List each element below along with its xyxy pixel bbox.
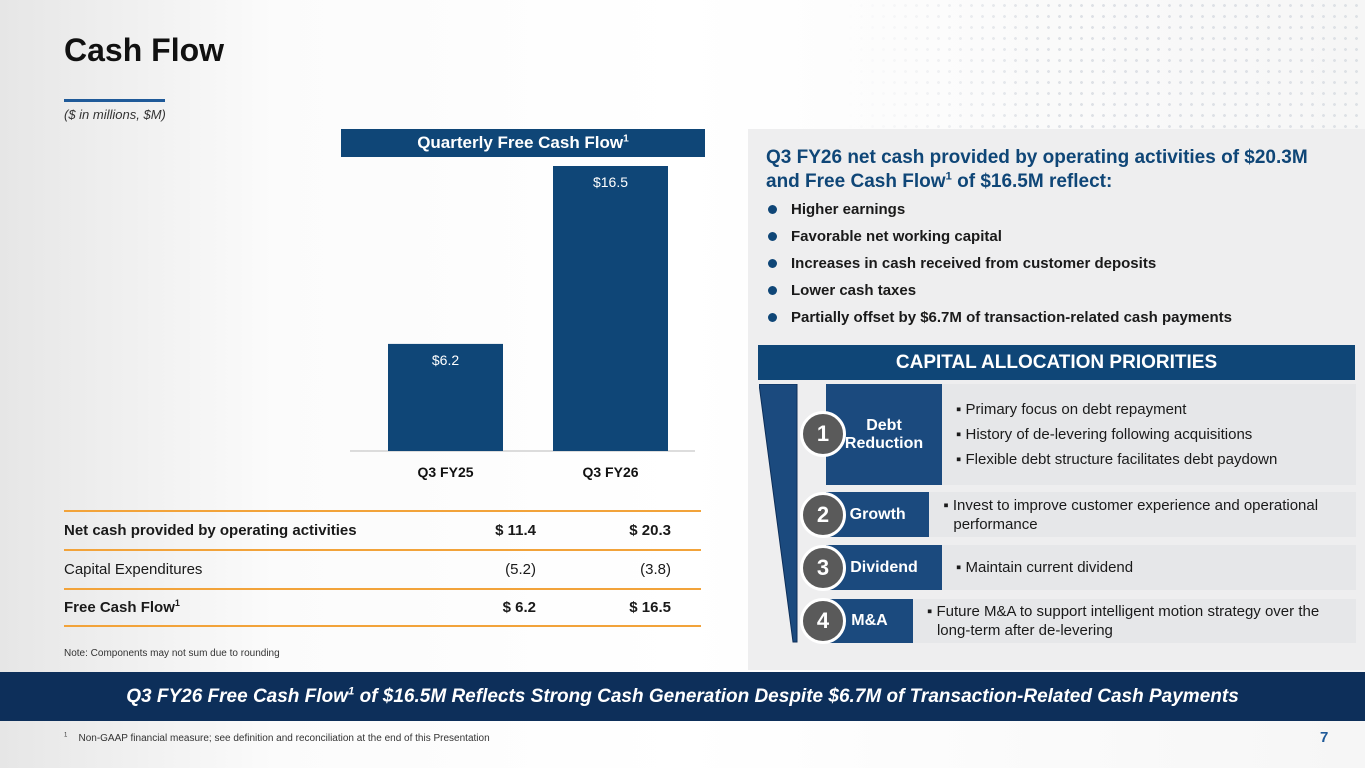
priority-label: Debt Reduction bbox=[826, 384, 942, 485]
dot-pattern bbox=[845, 0, 1365, 150]
priority-debt-reduction: Debt Reduction ▪ Primary focus on debt re… bbox=[826, 384, 1356, 485]
chart-header-text: Quarterly Free Cash Flow bbox=[417, 133, 624, 152]
priority-label: Growth bbox=[826, 492, 930, 537]
commentary-heading: Q3 FY26 net cash provided by operating a… bbox=[766, 146, 1361, 194]
summary-banner: Q3 FY26 Free Cash Flow1 of $16.5M Reflec… bbox=[0, 672, 1365, 721]
priority-number-2: 2 bbox=[800, 492, 846, 538]
priority-point: ▪ Invest to improve customer experience … bbox=[943, 496, 1319, 533]
value-q3fy25: $ 11.4 bbox=[495, 522, 536, 539]
priority-number-3: 3 bbox=[800, 545, 846, 591]
category-label: Q3 FY25 bbox=[417, 464, 473, 480]
bullet-icon bbox=[768, 286, 777, 295]
value-q3fy26: $ 20.3 bbox=[629, 522, 671, 539]
value-q3fy25: (5.2) bbox=[505, 561, 536, 578]
heading-line-2-end: of $16.5M reflect: bbox=[951, 171, 1113, 192]
priority-wedge bbox=[759, 384, 798, 643]
footnote-marker: 1 bbox=[623, 133, 629, 145]
footnote-marker: 1 bbox=[174, 598, 180, 608]
bullet-text: Increases in cash received from customer… bbox=[791, 255, 1157, 272]
priority-growth: Growth ▪ Invest to improve customer exper… bbox=[826, 492, 1356, 537]
bar-value-label: $6.2 bbox=[432, 352, 459, 368]
row-label: Capital Expenditures bbox=[64, 561, 203, 578]
bullet-text: Higher earnings bbox=[791, 201, 906, 218]
footnote-text: Non-GAAP financial measure; see definiti… bbox=[78, 733, 490, 744]
bullet-item: Lower cash taxes bbox=[768, 277, 1232, 304]
priority-number-1: 1 bbox=[800, 411, 846, 457]
value-q3fy25: $ 6.2 bbox=[502, 599, 536, 616]
footnote-marker: 1 bbox=[347, 685, 355, 698]
table-row: Net cash provided by operating activitie… bbox=[64, 510, 701, 549]
bullet-item: Partially offset by $6.7M of transaction… bbox=[768, 304, 1232, 331]
footnote-marker: 1 bbox=[945, 170, 952, 183]
bullet-icon bbox=[768, 259, 777, 268]
bullet-item: Favorable net working capital bbox=[768, 223, 1232, 250]
table-row: Free Cash Flow1 $ 6.2 $ 16.5 bbox=[64, 588, 701, 627]
row-label: Net cash provided by operating activitie… bbox=[64, 522, 357, 539]
footnote: 1 Non-GAAP financial measure; see defini… bbox=[64, 733, 490, 744]
heading-line-2: and Free Cash Flow bbox=[766, 171, 946, 192]
units-subtitle: ($ in millions, $M) bbox=[64, 107, 166, 122]
table-row: Capital Expenditures (5.2) (3.8) bbox=[64, 549, 701, 588]
priority-m-and-a: M&A ▪ Future M&A to support intelligent m… bbox=[826, 599, 1356, 643]
value-q3fy26: (3.8) bbox=[640, 561, 671, 578]
bullet-icon bbox=[768, 313, 777, 322]
bar-0 bbox=[388, 343, 503, 451]
row-label-text: Free Cash Flow bbox=[64, 599, 175, 616]
bullet-item: Higher earnings bbox=[768, 196, 1232, 223]
category-label: Q3 FY26 bbox=[582, 464, 638, 480]
priority-point: ▪ Maintain current dividend bbox=[956, 559, 1134, 576]
bullet-icon bbox=[768, 205, 777, 214]
bullet-icon bbox=[768, 232, 777, 241]
bar-value-label: $16.5 bbox=[593, 174, 628, 190]
priority-number-4: 4 bbox=[800, 598, 846, 644]
value-q3fy26: $ 16.5 bbox=[629, 599, 671, 616]
bullet-text: Favorable net working capital bbox=[791, 228, 1002, 245]
page-title: Cash Flow bbox=[64, 32, 225, 68]
driver-bullets: Higher earnings Favorable net working ca… bbox=[768, 196, 1232, 331]
priority-point: ▪ Flexible debt structure facilitates de… bbox=[956, 451, 1278, 468]
cash-flow-table: Net cash provided by operating activitie… bbox=[64, 510, 701, 627]
priority-point: ▪ Primary focus on debt repayment bbox=[956, 401, 1187, 418]
free-cash-flow-chart: $6.2 Q3 FY25 $16.5 Q3 FY26 bbox=[350, 166, 695, 480]
bar-1 bbox=[553, 166, 668, 451]
footnote-marker: 1 bbox=[64, 732, 68, 739]
page-number: 7 bbox=[1320, 729, 1329, 746]
title-underline bbox=[64, 99, 165, 102]
banner-text-end: of $16.5M Reflects Strong Cash Generatio… bbox=[354, 686, 1239, 707]
priority-dividend: Dividend ▪ Maintain current dividend bbox=[826, 545, 1356, 590]
banner-text: Q3 FY26 Free Cash Flow bbox=[126, 686, 348, 707]
priority-point: ▪ History of de-levering following acqui… bbox=[956, 426, 1253, 443]
bullet-text: Partially offset by $6.7M of transaction… bbox=[791, 309, 1232, 326]
chart-header: Quarterly Free Cash Flow1 bbox=[341, 129, 705, 157]
row-label: Free Cash Flow1 bbox=[64, 598, 394, 617]
heading-line-1: Q3 FY26 net cash provided by operating a… bbox=[766, 147, 1308, 168]
rounding-note: Note: Components may not sum due to roun… bbox=[64, 648, 280, 659]
bullet-text: Lower cash taxes bbox=[791, 282, 917, 299]
capital-allocation-header: CAPITAL ALLOCATION PRIORITIES bbox=[758, 345, 1355, 380]
bullet-item: Increases in cash received from customer… bbox=[768, 250, 1232, 277]
priority-point: ▪ Future M&A to support intelligent moti… bbox=[926, 603, 1320, 639]
